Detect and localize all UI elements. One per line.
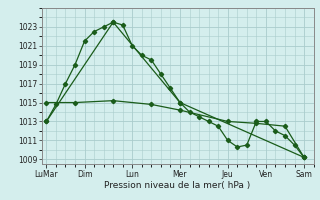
X-axis label: Pression niveau de la mer( hPa ): Pression niveau de la mer( hPa ) bbox=[104, 181, 251, 190]
